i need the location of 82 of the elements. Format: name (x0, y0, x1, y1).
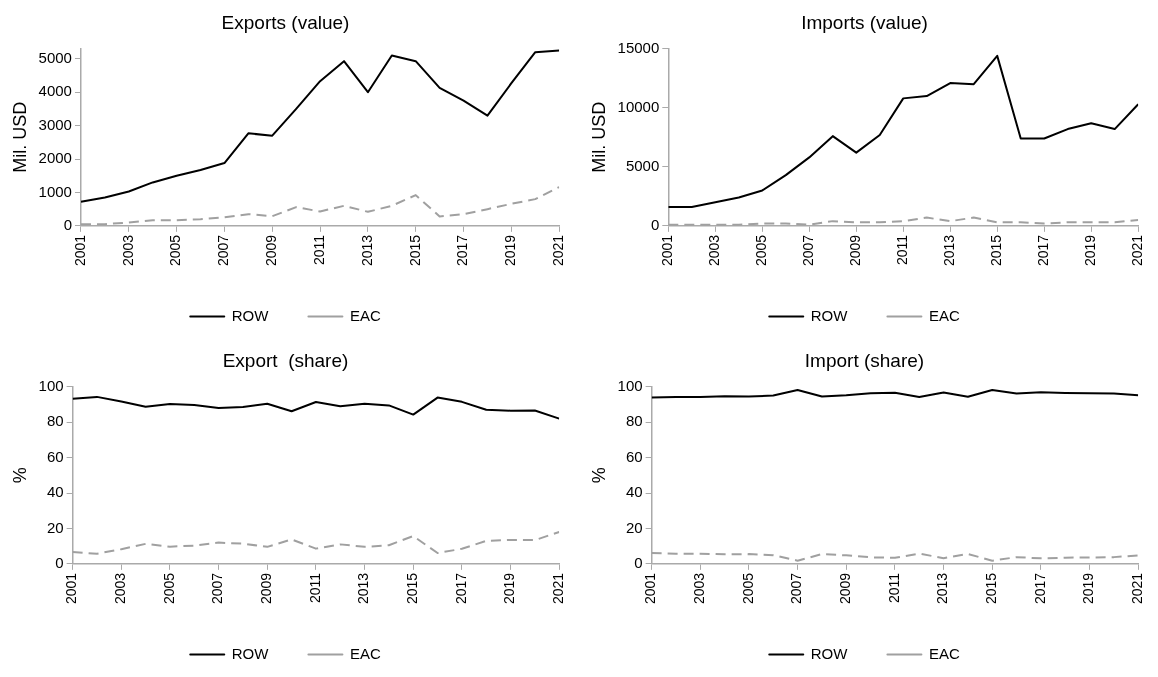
x-tick-label: 2003 (119, 234, 136, 267)
legend-label: ROW (810, 644, 849, 662)
x-tick-label: 2021 (1129, 572, 1146, 605)
legend-label: EAC (349, 644, 381, 662)
x-tick-label: 2021 (550, 234, 567, 267)
y-tick-label: 100 (617, 376, 643, 394)
x-tick-label: 2015 (983, 572, 1000, 605)
x-tick-label: 2019 (1082, 234, 1099, 267)
x-tick-label: 2001 (642, 572, 659, 605)
x-tick-label: 2007 (215, 234, 232, 267)
x-tick-label: 2007 (800, 234, 817, 267)
y-tick-label: 0 (63, 216, 72, 233)
x-tick-label: 2013 (941, 234, 958, 267)
x-tick-label: 2017 (1031, 572, 1048, 605)
legend-label: EAC (349, 306, 381, 324)
x-tick-label: 2017 (454, 234, 471, 267)
y-tick-label: 1000 (38, 182, 72, 200)
chart-title: Imports (value) (801, 11, 928, 33)
y-tick-label: 5000 (38, 48, 72, 66)
x-tick-label: 2009 (847, 234, 864, 267)
chart-title: Export (share) (222, 349, 349, 371)
y-axis-title: % (588, 467, 609, 484)
x-tick-label: 2013 (358, 234, 375, 267)
x-tick-label: 2017 (452, 572, 469, 605)
x-tick-label: 2021 (550, 572, 567, 605)
x-tick-label: 2007 (788, 572, 805, 605)
y-axis-title: Mil. USD (9, 101, 30, 173)
chart-title: Exports (value) (221, 11, 350, 33)
legend-label: ROW (231, 644, 270, 662)
x-tick-label: 2005 (160, 572, 177, 605)
y-tick-label: 5000 (625, 156, 660, 174)
x-tick-label: 2005 (753, 234, 770, 267)
legend-label: ROW (231, 306, 270, 324)
x-tick-label: 2011 (894, 234, 911, 265)
x-tick-label: 2011 (306, 572, 323, 603)
y-axis-title: Mil. USD (588, 101, 609, 173)
x-tick-label: 2003 (112, 572, 129, 605)
x-tick-label: 2011 (885, 572, 902, 603)
y-tick-label: 15000 (617, 38, 660, 56)
x-tick-label: 2003 (706, 234, 723, 267)
x-tick-label: 2015 (988, 234, 1005, 267)
x-tick-label: 2013 (934, 572, 951, 605)
x-tick-label: 2019 (502, 234, 519, 267)
x-tick-label: 2007 (209, 572, 226, 605)
chart-title: Import (share) (804, 349, 925, 371)
x-tick-label: 2017 (1035, 234, 1052, 267)
y-tick-label: 80 (46, 412, 64, 430)
y-tick-label: 0 (55, 554, 64, 571)
legend-label: EAC (928, 644, 960, 662)
y-tick-label: 40 (46, 483, 64, 501)
x-tick-label: 2003 (691, 572, 708, 605)
y-tick-label: 60 (625, 447, 643, 465)
y-axis-title: % (9, 467, 30, 484)
x-tick-label: 2019 (1080, 572, 1097, 605)
x-tick-label: 2001 (659, 234, 676, 267)
y-tick-label: 10000 (617, 97, 660, 115)
y-tick-label: 0 (650, 216, 660, 233)
x-tick-label: 2001 (71, 234, 88, 267)
x-tick-label: 2005 (167, 234, 184, 267)
legend-label: EAC (928, 306, 960, 324)
legend-label: ROW (810, 306, 849, 324)
y-tick-label: 80 (625, 412, 643, 430)
y-tick-label: 2000 (38, 149, 72, 167)
y-tick-label: 20 (46, 518, 64, 536)
y-tick-label: 60 (46, 447, 64, 465)
x-tick-label: 2015 (406, 234, 423, 267)
x-tick-label: 2001 (63, 572, 80, 605)
y-tick-label: 100 (38, 376, 64, 394)
x-tick-label: 2009 (258, 572, 275, 605)
y-tick-label: 40 (625, 483, 643, 501)
x-tick-label: 2015 (404, 572, 421, 605)
x-tick-label: 2005 (739, 572, 756, 605)
y-tick-label: 3000 (38, 115, 72, 133)
y-tick-label: 0 (634, 554, 643, 571)
x-tick-label: 2009 (837, 572, 854, 605)
x-tick-label: 2013 (355, 572, 372, 605)
y-tick-label: 20 (625, 518, 643, 536)
y-tick-label: 4000 (38, 82, 72, 100)
x-tick-label: 2011 (310, 234, 327, 265)
x-tick-label: 2019 (501, 572, 518, 605)
x-tick-label: 2009 (263, 234, 280, 267)
x-tick-label: 2021 (1129, 234, 1146, 267)
